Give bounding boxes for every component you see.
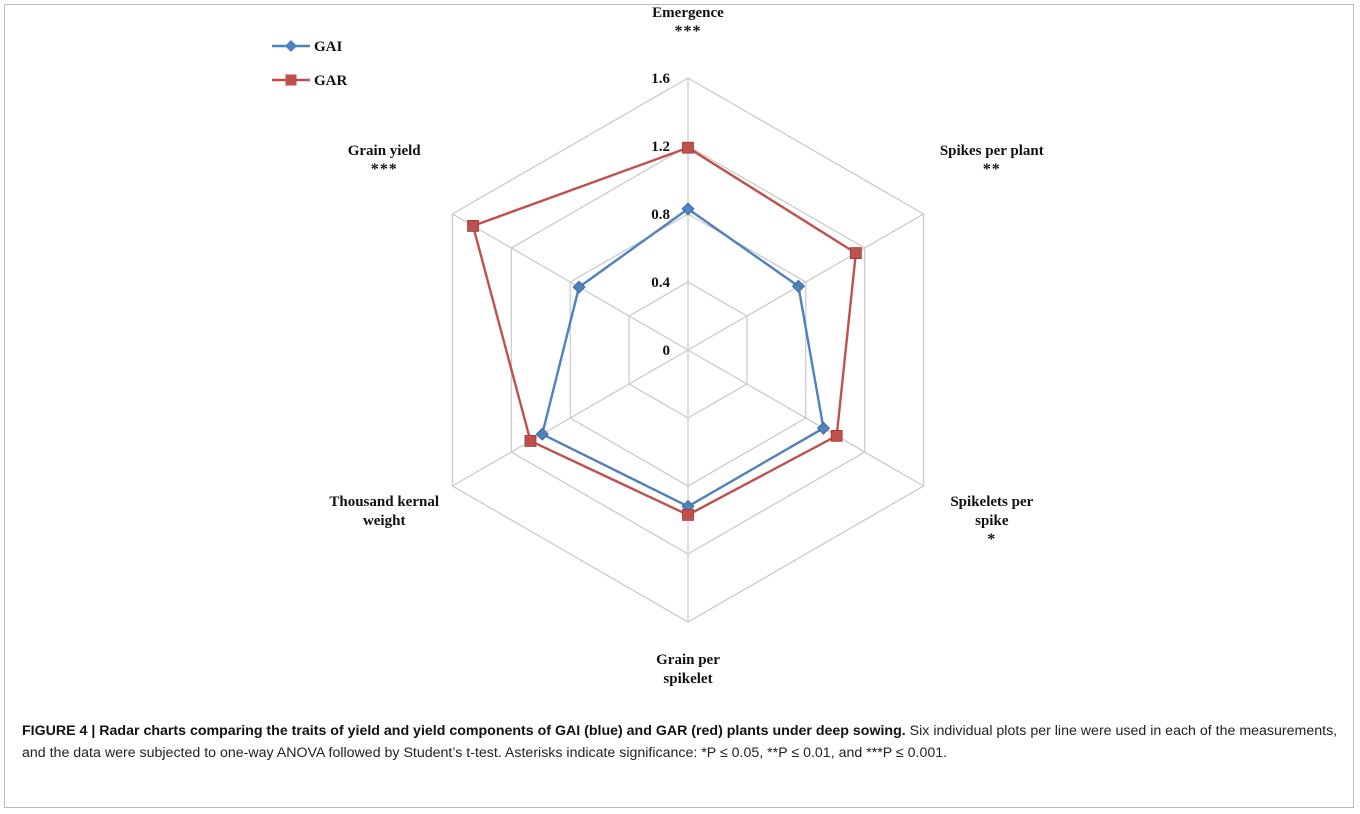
legend-marker [285,40,297,52]
data-point [791,279,805,293]
series-line-gar [471,146,858,517]
axis-label: Spikes per plant [940,143,1044,159]
data-point [535,427,549,441]
grid-spoke-4 [452,349,689,487]
grid-spoke-2 [687,349,924,487]
significance-marker: * [987,531,996,548]
legend-label: GAR [314,73,348,89]
legend: GAI GAR [272,39,348,89]
radar-grid [451,77,925,623]
figure-caption: FIGURE 4 | Radar charts comparing the tr… [22,720,1342,764]
data-point [682,508,694,521]
caption-text: Six individual plots per line were used … [22,723,1338,761]
axis-label: Emergence [652,5,724,21]
data-point [572,280,586,294]
tick-label: 1.2 [651,139,670,155]
data-point [524,435,537,447]
axis-label: spike [975,513,1009,529]
data-point [681,202,695,216]
tick-label: 1.6 [651,71,670,87]
significance-marker: *** [371,161,398,178]
data-point [816,421,831,435]
data-point [467,219,479,232]
tick-label: 0.4 [651,275,670,291]
axis-label: Grain per [656,652,720,668]
series-line-gai [541,207,825,508]
axis-label: Spikelets per [950,494,1033,510]
axis-label: spikelet [663,671,712,687]
tick-label: 0.8 [651,207,670,223]
figure-frame [4,4,1354,808]
axis-label: Grain yield [348,143,422,159]
data-point [682,141,694,154]
axis-label: weight [363,513,406,529]
axis-label: Thousand kernal [329,494,439,510]
significance-marker: ** [983,161,1001,178]
significance-marker: *** [675,23,702,40]
radar-series [467,141,862,521]
legend-marker [285,74,297,86]
data-point [849,247,862,260]
caption-title: FIGURE 4 | Radar charts comparing the tr… [22,723,906,739]
legend-label: GAI [314,39,343,55]
data-point [830,429,843,442]
grid-spoke-5 [452,213,689,351]
tick-label: 0 [663,343,671,359]
grid-spoke-1 [687,213,924,351]
